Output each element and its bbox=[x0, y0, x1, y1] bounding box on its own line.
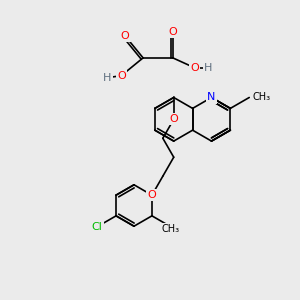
Text: O: O bbox=[168, 27, 177, 37]
Text: O: O bbox=[169, 114, 178, 124]
Text: O: O bbox=[148, 190, 156, 200]
Text: CH₃: CH₃ bbox=[252, 92, 270, 103]
Text: O: O bbox=[190, 63, 199, 73]
Text: O: O bbox=[121, 31, 130, 41]
Text: O: O bbox=[117, 71, 126, 81]
Text: H: H bbox=[204, 63, 213, 73]
Text: Cl: Cl bbox=[92, 222, 103, 232]
Text: N: N bbox=[207, 92, 216, 103]
Text: H: H bbox=[103, 73, 112, 83]
Text: CH₃: CH₃ bbox=[162, 224, 180, 234]
